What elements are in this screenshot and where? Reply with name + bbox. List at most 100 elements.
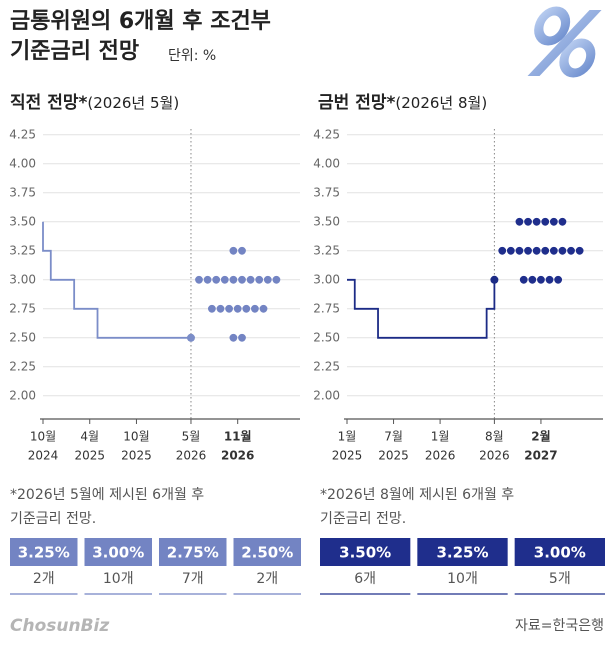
- forecast-dot: [246, 275, 255, 284]
- y-tick-label: 3.50: [313, 214, 340, 228]
- x-tick-label: 11월: [224, 429, 252, 444]
- forecast-dot: [207, 304, 216, 313]
- x-tick-label: 2025: [74, 449, 105, 463]
- forecast-dot: [272, 275, 281, 284]
- chart-heading: 직전 전망*(2026년 5월): [10, 93, 179, 113]
- y-tick-label: 4.25: [9, 127, 36, 141]
- forecast-dot: [545, 275, 554, 284]
- y-tick-label: 2.00: [313, 388, 340, 402]
- x-tick-label: 2월: [531, 429, 550, 444]
- title-line: 기준금리 전망: [10, 39, 139, 64]
- value-cell: [10, 538, 78, 566]
- x-tick-label: 5월: [182, 430, 201, 444]
- forecast-dot: [519, 275, 528, 284]
- chart-title: 금번 전망*: [318, 93, 395, 113]
- forecast-dot: [541, 217, 550, 226]
- footnote: 기준금리 전망.: [320, 511, 406, 527]
- count-label: 7개: [182, 571, 204, 587]
- forecast-dot: [498, 246, 507, 255]
- x-tick-label: 10월: [123, 430, 149, 444]
- forecast-dot: [229, 275, 238, 284]
- forecast-dot: [528, 275, 537, 284]
- x-tick-label: 1월: [431, 430, 450, 444]
- chart-subtitle: (2026년 8월): [395, 94, 487, 112]
- value-label: 3.25%: [18, 544, 70, 562]
- value-label: 3.25%: [436, 544, 488, 562]
- value-cell: [320, 538, 411, 566]
- y-tick-label: 2.00: [9, 388, 36, 402]
- x-tick-label: 10월: [30, 430, 56, 444]
- value-cell: [84, 538, 152, 566]
- footnote: *2026년 5월에 제시된 6개월 후: [10, 487, 204, 503]
- y-tick-label: 2.50: [9, 330, 36, 344]
- y-tick-label: 4.00: [9, 156, 36, 170]
- forecast-dot: [524, 246, 532, 255]
- count-label: 10개: [103, 571, 134, 587]
- forecast-dot: [558, 217, 567, 226]
- value-cell: [159, 538, 227, 566]
- forecast-dot: [238, 275, 246, 284]
- forecast-dot: [212, 275, 221, 284]
- y-tick-label: 3.25: [9, 243, 36, 257]
- forecast-dot: [238, 333, 246, 342]
- forecast-dot: [532, 246, 541, 255]
- count-label: 5개: [549, 571, 571, 587]
- forecast-dot: [515, 217, 524, 226]
- forecast-dot: [216, 304, 225, 313]
- forecast-dot: [225, 304, 233, 313]
- forecast-dot: [558, 246, 567, 255]
- x-tick-label: 2025: [332, 449, 363, 463]
- forecast-dot: [238, 246, 246, 255]
- x-tick-label: 2027: [524, 449, 557, 463]
- count-label: 6개: [354, 571, 376, 587]
- y-tick-label: 3.75: [9, 185, 36, 199]
- forecast-dot: [537, 275, 545, 284]
- count-label: 2개: [33, 571, 55, 587]
- x-tick-label: 2026: [425, 449, 456, 463]
- x-tick-label: 8월: [485, 430, 504, 444]
- chart-heading: 금번 전망*(2026년 8월): [318, 93, 487, 113]
- forecast-dot: [524, 217, 532, 226]
- forecast-dot: [541, 246, 550, 255]
- rate-line: [42, 221, 191, 339]
- line-end-dot: [490, 275, 499, 284]
- y-tick-label: 2.25: [9, 359, 36, 373]
- forecast-dot: [229, 333, 238, 342]
- x-tick-label: 1월: [338, 430, 357, 444]
- chart-title: 직전 전망*: [10, 93, 87, 113]
- unit-label: 단위: %: [168, 48, 216, 64]
- y-tick-label: 2.50: [313, 330, 340, 344]
- forecast-dot: [250, 304, 259, 313]
- x-tick-label: 2026: [221, 449, 254, 463]
- value-cell: [233, 538, 301, 566]
- forecast-dot: [506, 246, 515, 255]
- x-tick-label: 4월: [80, 430, 99, 444]
- line-end-dot: [186, 333, 195, 342]
- forecast-dot: [233, 304, 242, 313]
- value-label: 3.00%: [92, 544, 144, 562]
- count-label: 2개: [256, 571, 278, 587]
- forecast-dot: [549, 246, 558, 255]
- value-label: 3.00%: [534, 544, 586, 562]
- x-tick-label: 2026: [176, 449, 207, 463]
- forecast-dot: [549, 217, 558, 226]
- y-tick-label: 3.00: [313, 272, 340, 286]
- forecast-dot: [567, 246, 575, 255]
- x-tick-label: 2025: [378, 449, 409, 463]
- y-tick-label: 3.25: [313, 243, 340, 257]
- forecast-dot: [532, 217, 541, 226]
- forecast-dot: [575, 246, 584, 255]
- value-label: 2.50%: [241, 544, 293, 562]
- x-tick-label: 7월: [384, 430, 403, 444]
- forecast-dot: [255, 275, 264, 284]
- logo: ChosunBiz: [10, 616, 109, 636]
- value-label: 3.50%: [339, 544, 391, 562]
- title-line: 금통위원의 6개월 후 조건부: [10, 9, 271, 34]
- forecast-dot: [259, 304, 268, 313]
- count-label: 10개: [447, 571, 478, 587]
- forecast-dot: [229, 246, 238, 255]
- y-tick-label: 3.75: [313, 185, 340, 199]
- percent-icon: [527, 6, 602, 78]
- y-tick-label: 3.50: [9, 214, 36, 228]
